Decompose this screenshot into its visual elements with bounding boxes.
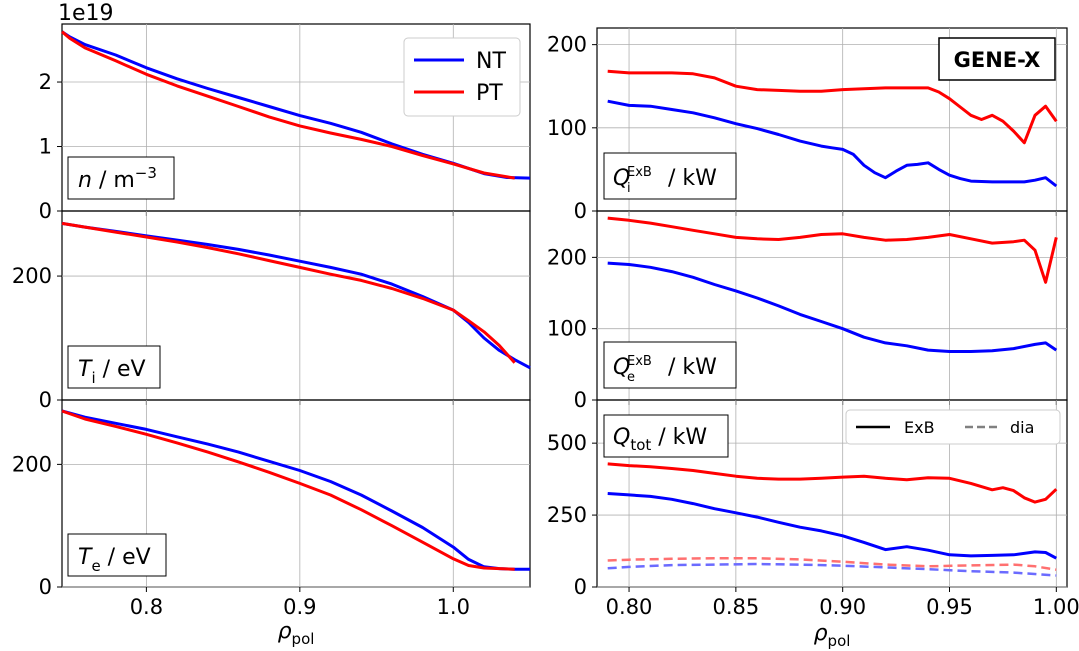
total-heat-flux-ylabel: Qtot / kW [613, 425, 707, 454]
right-xlabel: ρpol [814, 621, 851, 650]
electron-heat-flux-ylabel: QExB e / kW [613, 354, 717, 385]
electron-temperature-panel: 0.8 0.9 1.0 0 200 Te / eV ρpol [12, 399, 531, 648]
electron-heat-flux-label-box: QExB e / kW [603, 341, 737, 389]
series-line-pt [607, 69, 1058, 145]
ion-temperature-ylabel: Ti / eV [78, 357, 146, 387]
x-tick-label: 0.95 [926, 595, 973, 619]
legend-dia-label: dia [1010, 418, 1034, 437]
y-tick-label: 200 [547, 33, 587, 57]
series-line-pt [61, 30, 515, 180]
legend-pt-label: PT [476, 81, 503, 106]
y-tick-label: 500 [547, 431, 587, 455]
x-tick-label: 0.9 [283, 595, 316, 619]
y-tick-label: 2 [39, 70, 52, 94]
y-tick-label: 200 [12, 264, 52, 288]
series-line-nt-dia [607, 562, 1057, 577]
series-line-pt-dia [607, 556, 1057, 571]
left-xlabel: ρpol [278, 619, 315, 648]
y-tick-label: 0 [39, 575, 52, 599]
gene-x-annotation: GENE-X [954, 48, 1041, 72]
density-legend: NT PT [403, 37, 521, 117]
y-tick-label: 0 [574, 199, 587, 223]
y-tick-label: 0 [574, 388, 587, 412]
ion-heat-flux-ylabel: QExB i / kW [613, 165, 717, 196]
x-tick-label: 0.85 [712, 595, 759, 619]
x-tick-label: 0.80 [606, 595, 653, 619]
ion-heat-flux-panel: 0 100 200 GENE-X QExB i / kW [547, 27, 1068, 223]
total-heat-flux-label-box: Qtot / kW [603, 414, 729, 458]
electron-temperature-label-box: Te / eV [67, 533, 167, 577]
x-tick-label: 0.8 [130, 595, 163, 619]
y-tick-label: 200 [12, 452, 52, 476]
y-tick-label: 0 [39, 199, 52, 223]
series-line-pt [61, 221, 516, 364]
x-tick-label: 0.90 [819, 595, 866, 619]
total-heat-flux-panel: 0.80 0.85 0.90 0.95 1.00 0 250 500 Qtot / kW Ex… [547, 399, 1079, 650]
series-line-nt [607, 261, 1058, 353]
total-heat-flux-legend: ExB dia [845, 409, 1061, 445]
y-tick-label: 0 [39, 388, 52, 412]
y-tick-label: 0 [574, 575, 587, 599]
ion-temperature-panel: 0 200 Ti / eV [12, 210, 531, 412]
density-offset-text: 1e19 [58, 1, 114, 26]
x-tick-label: 1.0 [437, 595, 470, 619]
y-tick-label: 250 [547, 503, 587, 527]
x-tick-label: 1.00 [1033, 595, 1079, 619]
density-panel: 0 1 2 1e19 n / m−3 NT PT [39, 1, 531, 223]
y-tick-label: 1 [39, 135, 52, 159]
electron-temperature-ylabel: Te / eV [78, 545, 151, 575]
legend-nt-label: NT [476, 49, 506, 74]
ion-temperature-label-box: Ti / eV [67, 345, 161, 389]
series-line-nt [607, 99, 1058, 188]
series-line-nt-exb [607, 492, 1058, 560]
density-ylabel: n / m−3 [78, 164, 157, 193]
series-line-pt [61, 409, 515, 571]
y-tick-label: 200 [547, 245, 587, 269]
density-label-box: n / m−3 [67, 156, 175, 200]
electron-heat-flux-panel: 0 100 200 QExB e / kW [547, 210, 1068, 412]
series-line-pt [607, 216, 1058, 284]
legend-exb-label: ExB [904, 418, 935, 437]
y-tick-label: 100 [547, 116, 587, 140]
series-line-pt-exb [607, 462, 1058, 504]
y-tick-label: 100 [547, 317, 587, 341]
ion-heat-flux-label-box: QExB i / kW [603, 152, 737, 200]
gene-x-annotation-box: GENE-X [938, 37, 1056, 81]
